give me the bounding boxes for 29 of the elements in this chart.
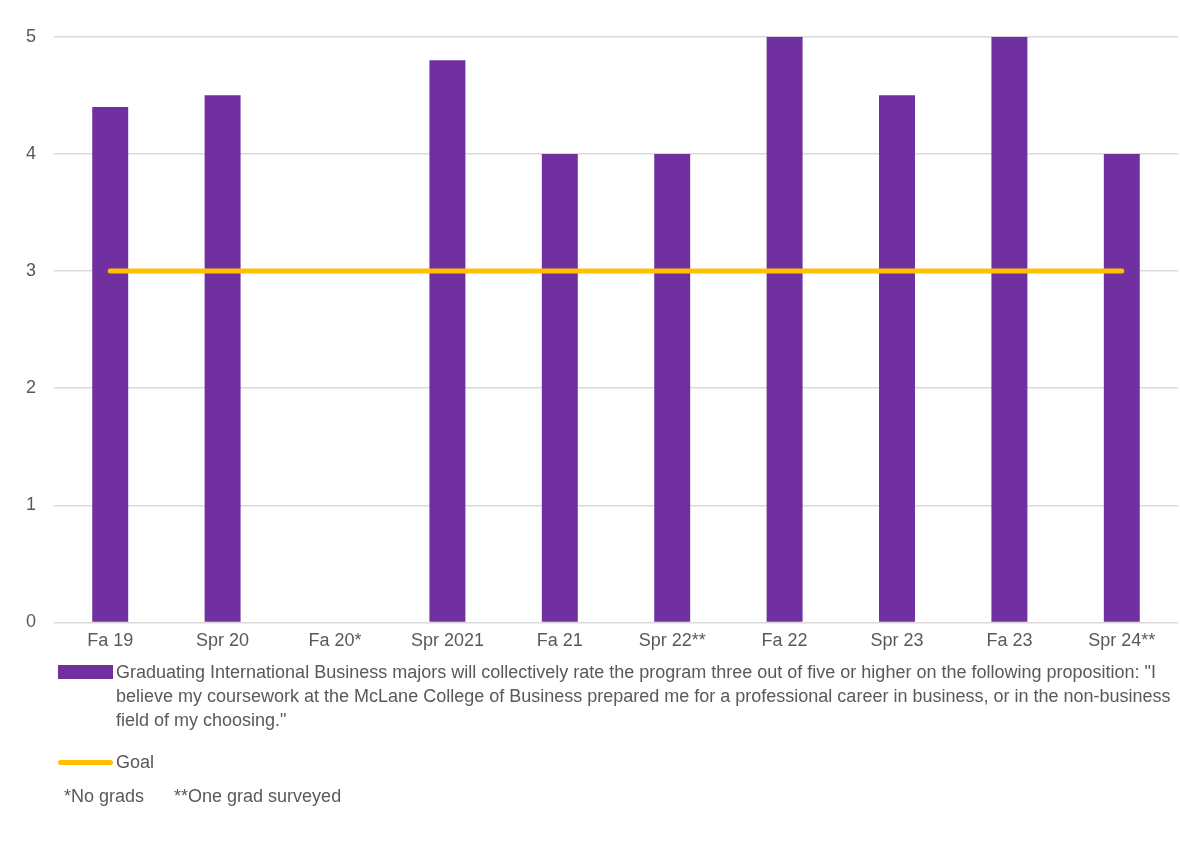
y-tick-label: 3 [26,260,37,281]
bar [541,153,578,622]
bar [991,36,1028,622]
bar [879,95,915,622]
bar [204,95,241,622]
legend-label: Goal [116,751,155,774]
bar [1103,153,1140,622]
x-tick-label: Fa 20* [308,630,362,651]
bar [92,107,129,622]
y-tick-label: 0 [26,611,37,632]
bar [654,153,691,622]
x-tick-label: Fa 22 [761,630,808,651]
text: **One grad surveyed [174,786,342,807]
x-tick-label: Fa 21 [536,630,583,651]
y-tick-label: 5 [26,25,37,46]
x-tick-label: Fa 19 [87,630,134,651]
x-tick-label: Spr 2021 [410,630,484,651]
x-tick-label: Spr 20 [196,630,250,651]
x-tick-label: Spr 24** [1088,630,1156,651]
x-tick-label: Spr 22** [638,630,706,651]
y-tick-label: 2 [26,377,37,398]
text: *No grads [64,786,145,807]
y-tick-label: 1 [26,494,37,515]
bar [766,36,803,622]
bar [429,60,466,622]
y-tick-label: 4 [26,142,37,163]
legend-label: Graduating International Business majors will collectively rate the program three out of five or higher on the following proposition: "I believe my coursework at the McLane College of Business prepared me for a professional career in business, or in the non-business field of my choosing." [116,661,1172,732]
x-tick-label: Spr 23 [870,630,924,651]
x-tick-label: Fa 23 [986,630,1033,651]
